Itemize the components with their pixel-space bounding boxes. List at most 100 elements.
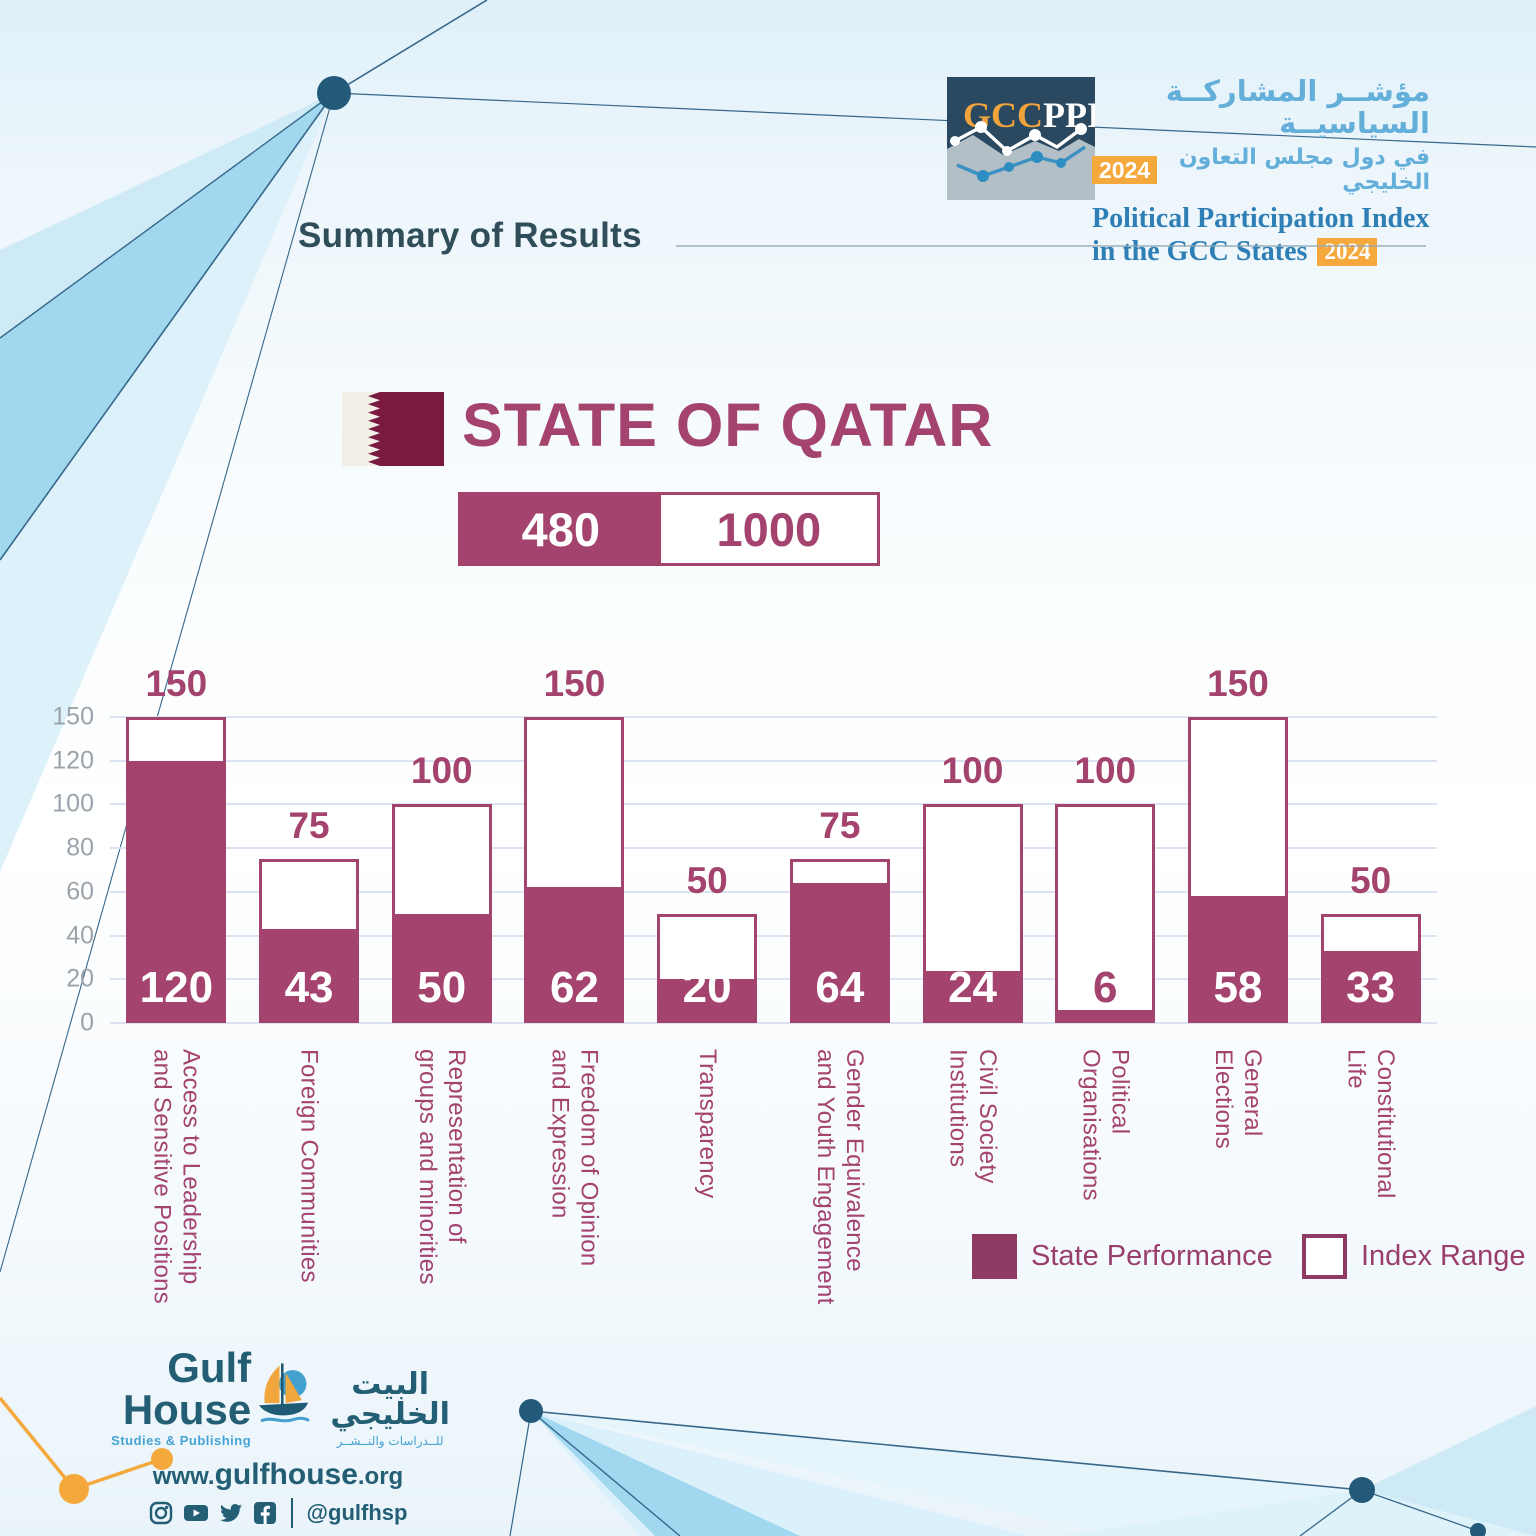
gridline-20 xyxy=(110,978,1437,981)
social-divider xyxy=(290,1498,293,1528)
bar-state-performance xyxy=(657,979,758,1023)
gridline-150 xyxy=(110,716,1437,718)
bar-max-label: 50 xyxy=(1350,859,1392,901)
bar-max-label: 100 xyxy=(410,750,473,792)
category-label: Political Organisations xyxy=(1077,1049,1134,1201)
social-handle[interactable]: @gulfhsp xyxy=(306,1500,408,1525)
category-label: General Elections xyxy=(1209,1049,1267,1150)
category-label: Access to Leadership and Sensitive Posit… xyxy=(148,1049,205,1305)
bar-value-label: 43 xyxy=(284,963,334,1012)
gridline-0 xyxy=(110,1022,1437,1024)
country-score-bar: 480 1000 xyxy=(458,492,880,566)
bar-state-performance xyxy=(1055,1009,1156,1023)
category-label: Constitutional Life xyxy=(1342,1049,1399,1199)
bar-state-performance xyxy=(1320,950,1421,1023)
gridline-120 xyxy=(110,759,1437,762)
bar-max-label: 50 xyxy=(686,859,728,901)
gulf-house-arabic-subtitle: للــدراسات والنــشــر xyxy=(336,1434,444,1448)
header-title-block: مؤشــر المشاركــة السياسيــة 2024 في دول… xyxy=(1092,74,1430,268)
bar-max-label: 150 xyxy=(145,663,208,704)
y-tick-150: 150 xyxy=(52,702,94,731)
gulf-house-name: Gulf House xyxy=(122,1344,252,1433)
year-badge-arabic: 2024 xyxy=(1092,155,1158,184)
ray-triangle xyxy=(1362,1406,1536,1536)
legend-outline-swatch xyxy=(1302,1234,1347,1279)
bar-state-performance xyxy=(391,913,492,1023)
ray-triangle xyxy=(531,1411,800,1536)
category-label: Civil Society Institutions xyxy=(944,1049,1001,1184)
y-tick-0: 0 xyxy=(80,1008,94,1037)
bar-state-performance xyxy=(126,760,227,1023)
website-url[interactable]: www.gulfhouse.org xyxy=(92,1458,464,1492)
title-english-line2: in the GCC States xyxy=(1092,236,1308,268)
title-arabic-line1: مؤشــر المشاركــة السياسيــة xyxy=(1165,74,1430,140)
gulf-house-subtitle: Studies & Publishing xyxy=(111,1433,252,1448)
title-arabic-line2-row: 2024 في دول مجلس التعاون الخليجي xyxy=(1092,145,1430,195)
gridline-100 xyxy=(110,803,1437,806)
instagram-icon[interactable] xyxy=(149,1501,173,1525)
bar-max-label: 75 xyxy=(288,805,330,847)
y-tick-40: 40 xyxy=(66,921,94,950)
legend-state-performance: State Performance xyxy=(972,1234,1273,1279)
bar-state-performance xyxy=(524,887,625,1023)
website-main: gulfhouse xyxy=(214,1458,358,1491)
bar-state-performance xyxy=(1187,896,1288,1023)
bar-value-label: 120 xyxy=(139,963,214,1012)
website-prefix: www. xyxy=(152,1463,215,1490)
title-arabic-line2: في دول مجلس التعاون الخليجي xyxy=(1178,144,1430,195)
y-tick-100: 100 xyxy=(52,789,94,818)
gridline-40 xyxy=(110,934,1437,937)
ray-triangle xyxy=(1060,1490,1536,1536)
bar-max-label: 150 xyxy=(1207,663,1269,704)
country-score-value: 480 xyxy=(461,495,661,563)
youtube-icon[interactable] xyxy=(183,1501,209,1525)
bar-value-label: 6 xyxy=(1093,963,1118,1012)
y-tick-80: 80 xyxy=(66,833,94,862)
title-english-line1: Political Participation Index xyxy=(1092,202,1430,234)
bar-value-label: 24 xyxy=(948,963,998,1012)
qatar-flag-icon xyxy=(342,392,444,466)
bar-state-performance xyxy=(789,883,890,1023)
category-label: Foreign Communities xyxy=(295,1049,323,1283)
footer-brand-block: Gulf House Studies & Publishing البيت ال… xyxy=(92,1342,464,1528)
social-row: @gulfhsp xyxy=(92,1498,464,1528)
bar-max-label: 75 xyxy=(819,805,861,847)
gccppi-logo: GCCPPI xyxy=(947,77,1095,200)
year-badge-english: 2024 xyxy=(1317,237,1378,267)
category-label: Freedom of Opinion and Expression xyxy=(546,1049,603,1267)
bar-value-label: 62 xyxy=(549,963,599,1012)
node-dot xyxy=(1470,1523,1486,1536)
node-dot xyxy=(519,1399,543,1423)
bar-max-label: 150 xyxy=(543,663,606,704)
y-tick-60: 60 xyxy=(66,877,94,906)
ray-triangle xyxy=(0,93,334,872)
bar-state-performance xyxy=(922,970,1023,1023)
bar-value-label: 50 xyxy=(417,963,467,1012)
category-label: Transparency xyxy=(693,1049,721,1199)
bar-value-label: 58 xyxy=(1213,963,1263,1012)
logo-mountain xyxy=(947,135,1095,200)
legend-label: State Performance xyxy=(1031,1240,1273,1272)
website-suffix: .org xyxy=(357,1463,404,1490)
category-label: Gender Equivalence and Youth Engagement xyxy=(811,1049,869,1305)
twitter-icon[interactable] xyxy=(219,1501,243,1525)
bar-max-label: 100 xyxy=(941,750,1004,792)
ray-triangle xyxy=(531,1411,1362,1536)
gulf-house-arabic: البيت الخليجي للــدراسات والنــشــر xyxy=(316,1370,464,1449)
country-title: STATE OF QATAR xyxy=(462,391,994,459)
dhow-boat-icon xyxy=(259,1363,310,1423)
bar-value-label: 20 xyxy=(682,963,732,1012)
facebook-icon[interactable] xyxy=(253,1501,277,1525)
node-dot xyxy=(317,76,351,110)
y-tick-20: 20 xyxy=(66,964,94,993)
bar-value-label: 33 xyxy=(1346,963,1396,1012)
gridline-80 xyxy=(110,847,1437,850)
bar-state-performance xyxy=(259,929,360,1023)
legend-filled-swatch xyxy=(972,1234,1017,1279)
bar-max-label: 100 xyxy=(1074,750,1137,792)
gulf-house-wordmark: Gulf House Studies & Publishing xyxy=(92,1344,252,1449)
title-english-line2-row: in the GCC States 2024 xyxy=(1092,236,1430,268)
